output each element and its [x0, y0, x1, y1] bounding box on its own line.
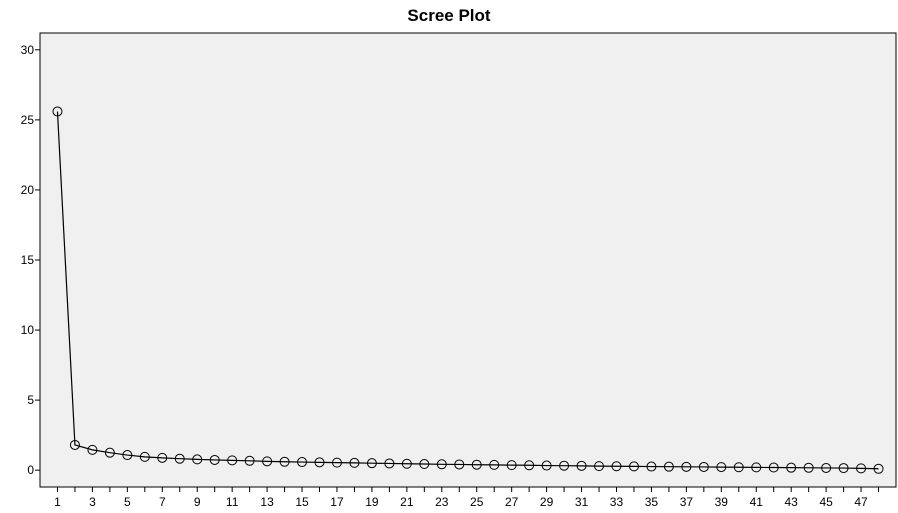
data-point-marker [489, 459, 500, 470]
data-point-marker [122, 450, 133, 461]
y-axis: 0 5 10 15 20 25 30 [21, 43, 40, 477]
data-point-marker [384, 458, 395, 469]
data-point-marker [454, 459, 465, 470]
x-tick-label: 27 [505, 495, 519, 509]
x-tick-label: 35 [645, 495, 659, 509]
data-point-marker [698, 461, 709, 472]
data-point-marker [174, 453, 185, 464]
data-point-marker [471, 459, 482, 470]
x-tick-label: 13 [260, 495, 274, 509]
data-point-marker [104, 447, 115, 458]
data-point-marker [436, 459, 447, 470]
data-point-marker [646, 461, 657, 472]
series-line [56, 111, 879, 470]
data-point-marker [227, 455, 238, 466]
x-tick-label: 5 [124, 495, 131, 509]
x-tick-label: 39 [715, 495, 729, 509]
data-point-marker [681, 461, 692, 472]
data-point-marker [279, 456, 290, 467]
data-point-marker [69, 439, 80, 450]
x-tick-label: 7 [159, 495, 166, 509]
y-tick-label: 10 [21, 323, 35, 337]
x-tick-label: 21 [400, 495, 414, 509]
x-tick-label: 23 [435, 495, 449, 509]
data-point-marker [209, 454, 220, 465]
data-point-marker [576, 460, 587, 471]
data-point-marker [401, 458, 412, 469]
x-tick-label: 43 [785, 495, 799, 509]
data-point-marker [838, 463, 849, 474]
x-tick-label: 19 [365, 495, 379, 509]
data-point-marker [314, 457, 325, 468]
series-layer [52, 106, 884, 474]
data-point-marker [297, 457, 308, 468]
x-tick-label: 45 [819, 495, 833, 509]
data-point-marker [87, 444, 98, 455]
x-tick-label: 25 [470, 495, 484, 509]
y-tick-label: 15 [21, 253, 35, 267]
x-tick-label: 1 [54, 495, 61, 509]
data-point-marker [349, 457, 360, 468]
data-point-marker [157, 452, 168, 463]
y-tick-label: 25 [21, 113, 35, 127]
data-point-marker [139, 451, 150, 462]
data-point-marker [524, 460, 535, 471]
x-axis: 1 3 5 7 9 11 13 15 17 19 21 23 25 27 29 31 33 35 37 39 41 43 4… [54, 487, 880, 509]
x-tick-label: 47 [854, 495, 868, 509]
x-tick-label: 3 [89, 495, 96, 509]
data-point-marker [559, 460, 570, 471]
data-point-marker [821, 462, 832, 473]
x-tick-label: 9 [194, 495, 201, 509]
data-point-marker [751, 462, 762, 473]
x-tick-label: 29 [540, 495, 554, 509]
y-tick-label: 20 [21, 183, 35, 197]
data-point-marker [366, 458, 377, 469]
data-point-marker [856, 463, 867, 474]
data-point-marker [628, 461, 639, 472]
data-point-marker [331, 457, 342, 468]
data-point-marker [52, 106, 63, 117]
x-tick-label: 31 [575, 495, 589, 509]
data-point-marker [506, 460, 517, 471]
data-point-marker [768, 462, 779, 473]
x-tick-label: 41 [750, 495, 764, 509]
x-tick-label: 17 [330, 495, 344, 509]
data-point-marker [803, 462, 814, 473]
data-point-marker [611, 461, 622, 472]
y-tick-label: 30 [21, 43, 35, 57]
data-point-marker [192, 454, 203, 465]
data-point-marker [716, 462, 727, 473]
data-point-marker [733, 462, 744, 473]
data-point-marker [541, 460, 552, 471]
data-point-marker [419, 459, 430, 470]
y-tick-label: 5 [27, 393, 34, 407]
data-point-marker [262, 456, 273, 467]
chart-title: Scree Plot [407, 6, 491, 25]
data-point-marker [663, 461, 674, 472]
plot-area [39, 32, 897, 488]
data-point-marker [786, 462, 797, 473]
data-point-marker [594, 461, 605, 472]
x-tick-label: 15 [295, 495, 309, 509]
x-tick-label: 33 [610, 495, 624, 509]
x-tick-label: 37 [680, 495, 694, 509]
x-tick-label: 11 [226, 495, 239, 509]
y-tick-label: 0 [27, 463, 34, 477]
data-point-marker [244, 455, 255, 466]
data-point-marker [873, 463, 884, 474]
